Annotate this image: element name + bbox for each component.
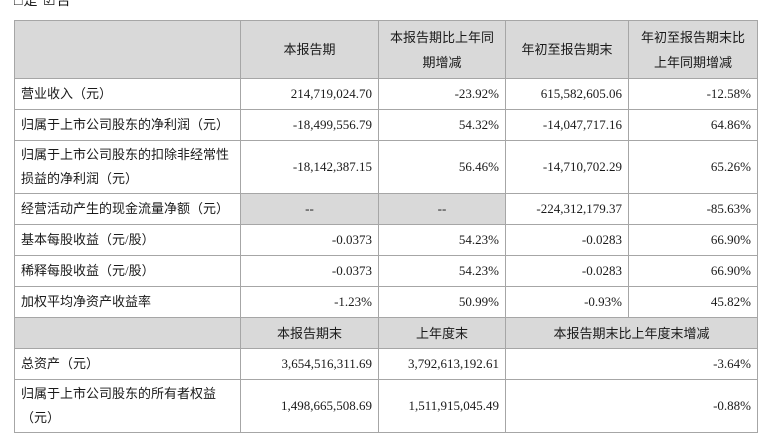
- section1-header-row: 本报告期 本报告期比上年同期增减 年初至报告期末 年初至报告期末比上年同期增减: [14, 20, 758, 79]
- cell-value: 65.26%: [628, 140, 758, 194]
- cell-value: 1,498,665,508.69: [240, 379, 379, 433]
- row-label: 经营活动产生的现金流量净额（元）: [14, 193, 241, 225]
- cell-value: -1.23%: [240, 286, 379, 318]
- cell-value: 66.90%: [628, 255, 758, 287]
- cell-value: -3.64%: [505, 348, 758, 380]
- empty-corner-cell: [14, 20, 241, 79]
- cell-value: 64.86%: [628, 109, 758, 141]
- cell-value: 54.23%: [378, 224, 506, 256]
- cell-value-na: --: [378, 193, 506, 225]
- table-row-total-assets: 总资产（元） 3,654,516,311.69 3,792,613,192.61…: [14, 348, 758, 380]
- cell-value: -0.93%: [505, 286, 629, 318]
- cell-value: -23.92%: [378, 78, 506, 110]
- row-label: 归属于上市公司股东的扣除非经常性损益的净利润（元）: [14, 140, 241, 194]
- cell-value: -0.0373: [240, 224, 379, 256]
- cell-value: -224,312,179.37: [505, 193, 629, 225]
- table-row-diluted-eps: 稀释每股收益（元/股） -0.0373 54.23% -0.0283 66.90…: [14, 255, 758, 287]
- column-header-current-period-yoy: 本报告期比上年同期增减: [378, 20, 506, 79]
- table-row-owners-equity: 归属于上市公司股东的所有者权益（元） 1,498,665,508.69 1,51…: [14, 379, 758, 433]
- cell-value: 3,792,613,192.61: [378, 348, 506, 380]
- cell-value: 214,719,024.70: [240, 78, 379, 110]
- table-row-net-profit-excl-nonrecurring: 归属于上市公司股东的扣除非经常性损益的净利润（元） -18,142,387.15…: [14, 140, 758, 194]
- cell-value: -0.0373: [240, 255, 379, 287]
- cell-value: -85.63%: [628, 193, 758, 225]
- cell-value: -12.58%: [628, 78, 758, 110]
- column-header-year-to-date: 年初至报告期末: [505, 20, 629, 79]
- cell-value: 615,582,605.06: [505, 78, 629, 110]
- cell-value: 1,511,915,045.49: [378, 379, 506, 433]
- column-header-prior-year-end: 上年度末: [378, 317, 506, 349]
- cell-value: 3,654,516,311.69: [240, 348, 379, 380]
- cell-value: 66.90%: [628, 224, 758, 256]
- table-row-net-profit: 归属于上市公司股东的净利润（元） -18,499,556.79 54.32% -…: [14, 109, 758, 141]
- row-label: 基本每股收益（元/股）: [14, 224, 241, 256]
- yes-no-checkbox-line: □是 ☑否: [14, 0, 72, 11]
- cell-value: -18,499,556.79: [240, 109, 379, 141]
- cell-value-na: --: [240, 193, 379, 225]
- cell-value: 56.46%: [378, 140, 506, 194]
- row-label: 总资产（元）: [14, 348, 241, 380]
- yes-no-checkbox-text: □是 ☑否: [14, 0, 72, 9]
- table-row-weighted-avg-roe: 加权平均净资产收益率 -1.23% 50.99% -0.93% 45.82%: [14, 286, 758, 318]
- table-row-operating-cash-flow: 经营活动产生的现金流量净额（元） -- -- -224,312,179.37 -…: [14, 193, 758, 225]
- cell-value: -18,142,387.15: [240, 140, 379, 194]
- row-label: 加权平均净资产收益率: [14, 286, 241, 318]
- row-label: 营业收入（元）: [14, 78, 241, 110]
- cell-value: -0.0283: [505, 224, 629, 256]
- row-label: 归属于上市公司股东的净利润（元）: [14, 109, 241, 141]
- row-label: 归属于上市公司股东的所有者权益（元）: [14, 379, 241, 433]
- row-label: 稀释每股收益（元/股）: [14, 255, 241, 287]
- column-header-year-to-date-yoy: 年初至报告期末比上年同期增减: [628, 20, 758, 79]
- cell-value: 54.32%: [378, 109, 506, 141]
- section2-header-row: 本报告期末 上年度末 本报告期末比上年度末增减: [14, 317, 758, 349]
- cell-value: 45.82%: [628, 286, 758, 318]
- cell-value: -0.0283: [505, 255, 629, 287]
- table-row-operating-revenue: 营业收入（元） 214,719,024.70 -23.92% 615,582,6…: [14, 78, 758, 110]
- column-header-period-end: 本报告期末: [240, 317, 379, 349]
- column-header-period-end-vs-prior: 本报告期末比上年度末增减: [505, 317, 758, 349]
- column-header-current-period: 本报告期: [240, 20, 379, 79]
- cell-value: -0.88%: [505, 379, 758, 433]
- financial-summary-table: 本报告期 本报告期比上年同期增减 年初至报告期末 年初至报告期末比上年同期增减 …: [14, 20, 758, 433]
- table-row-basic-eps: 基本每股收益（元/股） -0.0373 54.23% -0.0283 66.90…: [14, 224, 758, 256]
- cell-value: 50.99%: [378, 286, 506, 318]
- empty-corner-cell: [14, 317, 241, 349]
- cell-value: 54.23%: [378, 255, 506, 287]
- cell-value: -14,710,702.29: [505, 140, 629, 194]
- cell-value: -14,047,717.16: [505, 109, 629, 141]
